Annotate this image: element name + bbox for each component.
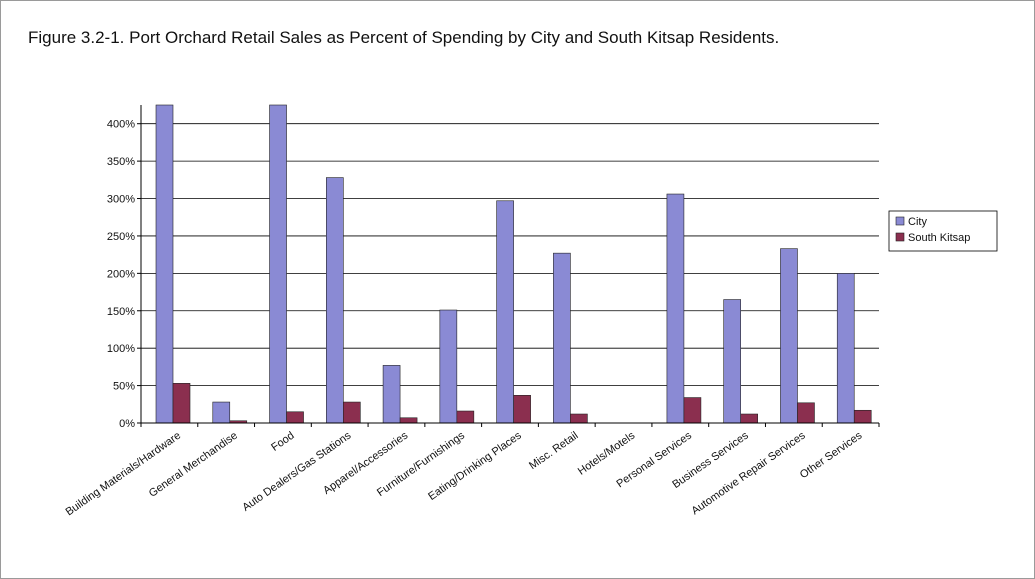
- bar-south-kitsap: [343, 401, 361, 424]
- bar-south-kitsap: [513, 395, 531, 424]
- category-label: Building Materials/Hardware: [64, 430, 184, 519]
- bar-city: [553, 252, 571, 424]
- y-tick-label: 50%: [113, 381, 135, 393]
- category-label: Other Services: [798, 429, 865, 481]
- bar-city: [269, 104, 287, 424]
- bar-south-kitsap: [797, 402, 815, 424]
- bar-city: [836, 273, 855, 424]
- bar-city: [439, 309, 458, 424]
- legend-box: [888, 210, 998, 252]
- y-tick-label: 250%: [107, 231, 135, 243]
- bar-city: [723, 299, 741, 424]
- category-label: Auto Dealers/Gas Stations: [240, 429, 353, 513]
- bar-city: [780, 248, 798, 424]
- bar-south-kitsap: [740, 413, 758, 424]
- y-tick-label: 200%: [107, 268, 135, 280]
- category-label: Misc. Retail: [527, 430, 580, 472]
- y-tick-label: 0%: [119, 418, 135, 430]
- legend: City South Kitsap: [888, 210, 998, 252]
- bar-city: [382, 365, 401, 424]
- y-tick-label: 400%: [107, 119, 135, 131]
- bar-city: [155, 104, 174, 424]
- y-tick-label: 300%: [107, 194, 135, 206]
- category-label: Eating/Drinking Places: [426, 429, 524, 503]
- bar-city: [666, 193, 685, 424]
- figure-title: Figure 3.2-1. Port Orchard Retail Sales …: [28, 28, 780, 47]
- y-tick-label: 100%: [107, 343, 135, 355]
- bar-city: [212, 401, 231, 424]
- bar-south-kitsap: [853, 409, 872, 424]
- y-tick-label: 150%: [107, 306, 135, 318]
- bar-city: [326, 177, 344, 424]
- bar-south-kitsap: [570, 413, 588, 424]
- legend-label: City: [908, 216, 927, 228]
- y-tick-label: 350%: [107, 156, 135, 168]
- bar-south-kitsap: [456, 410, 475, 424]
- bar-south-kitsap: [172, 383, 191, 424]
- bar-city: [496, 200, 514, 424]
- legend-swatch: [895, 216, 905, 226]
- bar-south-kitsap: [683, 397, 702, 424]
- category-label: Automotive Repair Services: [689, 429, 807, 517]
- legend-swatch: [895, 232, 905, 242]
- legend-label: South Kitsap: [908, 232, 970, 244]
- category-label: Food: [269, 430, 296, 454]
- bar-south-kitsap: [399, 417, 418, 424]
- bar-south-kitsap: [286, 411, 304, 424]
